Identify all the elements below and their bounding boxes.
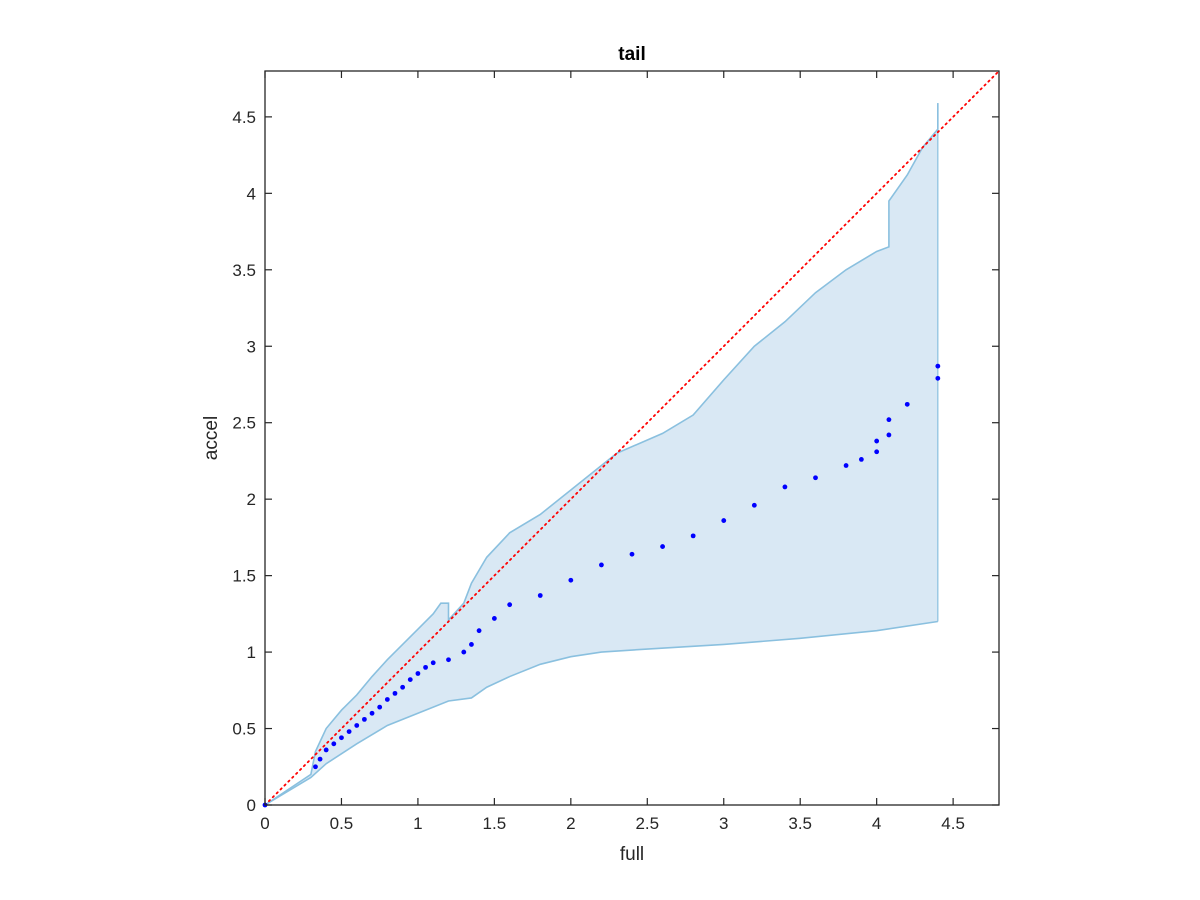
x-tick-label: 2.5	[635, 814, 659, 833]
data-point	[476, 628, 482, 634]
data-point	[430, 660, 436, 666]
data-point	[886, 432, 892, 438]
data-point	[782, 484, 788, 490]
data-point	[660, 544, 665, 549]
data-point	[392, 690, 398, 696]
y-tick-label: 2	[247, 490, 256, 509]
data-point	[423, 664, 428, 670]
x-tick-label: 4.5	[941, 814, 965, 833]
axes-box	[264, 70, 1000, 806]
data-point	[690, 533, 696, 539]
data-point	[339, 735, 344, 741]
data-point	[354, 723, 360, 728]
data-point	[491, 616, 497, 621]
band-lower-edge	[264, 620, 938, 806]
x-axis-label: full	[620, 844, 644, 865]
data-point	[346, 729, 352, 734]
y-tick-label: 1.5	[232, 567, 256, 586]
data-point	[886, 417, 892, 423]
data-point	[377, 704, 383, 710]
data-point	[369, 710, 375, 716]
data-point	[461, 649, 467, 655]
data-point	[317, 756, 323, 762]
data-point	[935, 363, 941, 369]
data-point	[537, 593, 543, 598]
data-point	[361, 716, 367, 722]
x-tick-label: 0.5	[330, 814, 354, 833]
data-point	[331, 741, 337, 747]
x-tick-label: 1	[413, 814, 422, 833]
plot-area: 0 0.5 1 1.5 2 2.5 3 3.5 4 4.5 0 0.5 1 1.5 2 2.5 3 3.5 4 4.5	[232, 70, 1000, 833]
data-point	[874, 438, 880, 444]
data-point	[400, 684, 406, 690]
data-point	[568, 577, 574, 583]
data-point	[323, 747, 329, 753]
data-point	[599, 562, 604, 568]
data-point	[415, 671, 421, 676]
data-point	[313, 764, 318, 770]
y-tick-label: 0	[247, 796, 256, 815]
data-point	[751, 502, 757, 508]
y-tick-label: 0.5	[232, 720, 256, 739]
y-tick-label: 4	[247, 184, 256, 203]
x-tick-label: 3.5	[788, 814, 812, 833]
data-point	[858, 457, 864, 462]
x-tick-label: 3	[719, 814, 728, 833]
data-point	[813, 475, 818, 481]
data-point	[935, 375, 941, 381]
data-point	[469, 642, 474, 647]
data-point	[407, 677, 413, 683]
x-tick-label: 2	[566, 814, 575, 833]
data-point	[446, 657, 451, 663]
y-tick-label: 1	[247, 643, 256, 662]
data-point	[904, 401, 910, 407]
data-point	[721, 518, 727, 523]
chart-title: tail	[618, 44, 645, 65]
band-upper-edge	[264, 103, 939, 806]
data-point	[384, 697, 390, 702]
data-point	[874, 449, 880, 455]
y-tick-label: 4.5	[232, 108, 256, 127]
y-axis-label: accel	[201, 416, 222, 460]
x-tick-label: 1.5	[483, 814, 507, 833]
data-point	[507, 602, 513, 608]
y-tick-label: 2.5	[232, 414, 256, 433]
y-tick-label: 3.5	[232, 261, 256, 280]
x-tick-label: 0	[260, 814, 269, 833]
y-tick-label: 3	[247, 337, 256, 356]
band-fill	[265, 103, 938, 806]
reference-line	[264, 70, 1000, 806]
x-tick-label: 4	[872, 814, 881, 833]
data-point	[843, 463, 849, 468]
data-point	[629, 551, 635, 557]
